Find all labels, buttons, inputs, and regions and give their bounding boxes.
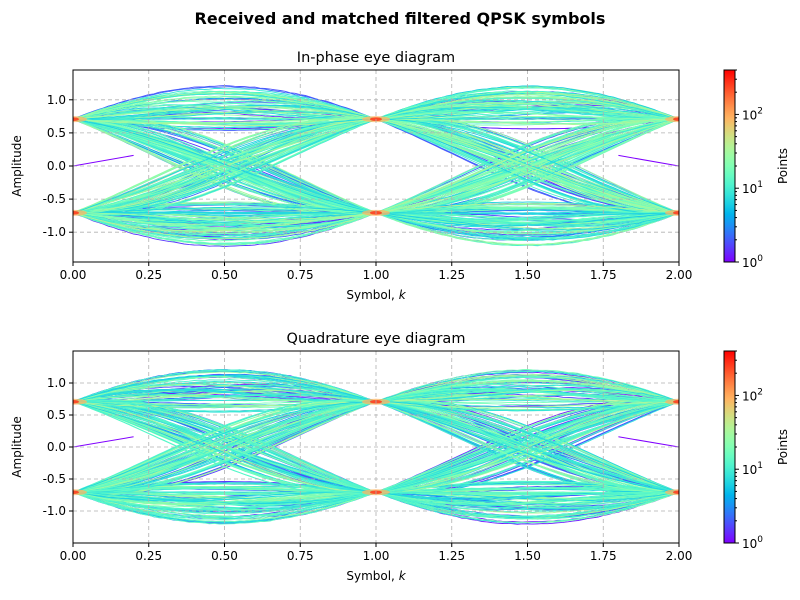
y-tick-label: -1.0 — [43, 504, 66, 518]
y-axis-label: Amplitude — [10, 416, 24, 478]
colorbar-tick-label: 101 — [742, 180, 763, 196]
eye-diagram-panel-1: 0.00 0.25 0.50 0.75 1.00 1.25 1.50 1.75 2.00 1.0 0… — [10, 50, 790, 302]
x-tick-label: 1.50 — [514, 549, 541, 563]
x-tick-label: 0.50 — [211, 268, 238, 282]
density-hotspot — [673, 399, 679, 404]
colorbar-tick-label: 100 — [742, 254, 763, 270]
x-tick-label: 1.50 — [514, 268, 541, 282]
density-hotspot — [73, 490, 79, 495]
y-tick-label: -1.0 — [43, 225, 66, 239]
x-tick-label: 2.00 — [666, 268, 693, 282]
y-tick-label: -0.5 — [43, 192, 66, 206]
density-hotspot — [73, 489, 87, 496]
x-tick-label: 1.00 — [363, 549, 390, 563]
density-hotspot — [73, 399, 79, 404]
colorbar-tick-label: 102 — [742, 387, 763, 403]
x-tick-label: 2.00 — [666, 549, 693, 563]
y-tick-label: 0.5 — [47, 126, 66, 140]
density-hotspot — [73, 211, 79, 215]
x-tick-label: 1.00 — [363, 268, 390, 282]
x-tick-label: 0.00 — [60, 549, 87, 563]
density-hotspot — [665, 489, 679, 496]
colorbar-tick-label: 100 — [742, 535, 763, 551]
subplot-title: Quadrature eye diagram — [287, 331, 466, 347]
x-tick-label: 1.25 — [438, 549, 465, 563]
density-hotspot — [673, 490, 679, 495]
density-hotspot — [73, 117, 79, 121]
y-axis-label: Amplitude — [10, 135, 24, 197]
x-tick-label: 1.25 — [438, 268, 465, 282]
y-tick-label: 0.0 — [47, 440, 66, 454]
colorbar-label: Points — [776, 148, 790, 184]
x-axis-label: Symbol, k — [346, 569, 406, 583]
x-tick-label: 0.25 — [135, 268, 162, 282]
x-tick-label: 0.25 — [135, 549, 162, 563]
eye-diagram-panel-2: 0.00 0.25 0.50 0.75 1.00 1.25 1.50 1.75 2.00 1.0 0… — [10, 331, 790, 583]
density-hotspot — [665, 398, 679, 405]
x-axis-label: Symbol, k — [346, 288, 406, 302]
y-tick-label: -0.5 — [43, 472, 66, 486]
colorbar — [723, 350, 736, 544]
x-tick-label: 0.75 — [287, 268, 314, 282]
y-tick-label: 0.0 — [47, 159, 66, 173]
density-hotspot — [673, 117, 679, 121]
axes-frame — [72, 69, 680, 263]
x-tick-label: 0.00 — [60, 268, 87, 282]
subplot-title: In-phase eye diagram — [297, 50, 455, 66]
colorbar — [723, 69, 736, 263]
y-tick-label: 0.5 — [47, 408, 66, 422]
y-tick-label: 1.0 — [47, 376, 66, 390]
density-hotspot — [73, 398, 87, 405]
figure-title: Received and matched filtered QPSK symbo… — [195, 9, 606, 28]
x-tick-label: 1.75 — [590, 549, 617, 563]
x-tick-label: 1.75 — [590, 268, 617, 282]
density-hotspot — [665, 116, 679, 123]
axes-frame — [72, 350, 680, 544]
x-tick-label: 0.75 — [287, 549, 314, 563]
x-tick-label: 0.50 — [211, 549, 238, 563]
colorbar-tick-label: 101 — [742, 461, 763, 477]
trace — [618, 154, 679, 167]
density-hotspot — [73, 116, 87, 123]
trace — [618, 436, 679, 448]
density-hotspot — [73, 209, 87, 216]
density-hotspot — [673, 211, 679, 215]
trace — [73, 436, 134, 448]
y-tick-label: 1.0 — [47, 93, 66, 107]
trace — [73, 154, 134, 167]
colorbar-label: Points — [776, 429, 790, 465]
density-hotspot — [665, 209, 679, 216]
colorbar-tick-label: 102 — [742, 106, 763, 122]
